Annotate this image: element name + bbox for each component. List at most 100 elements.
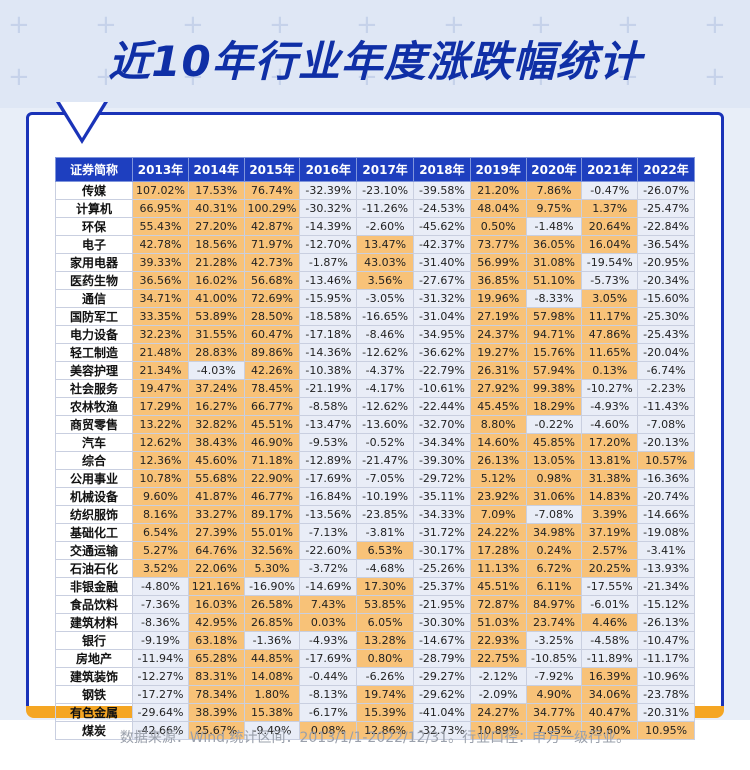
return-cell: -3.05% xyxy=(356,289,415,308)
return-cell: -6.01% xyxy=(581,595,639,614)
return-cell: -4.93% xyxy=(299,631,358,650)
return-cell: -10.47% xyxy=(637,631,695,650)
return-cell: 32.23% xyxy=(132,325,189,344)
return-cell: 12.62% xyxy=(132,433,189,452)
return-cell: -22.79% xyxy=(413,361,471,380)
industry-name-cell: 房地产 xyxy=(54,649,134,668)
return-cell: -20.74% xyxy=(637,487,695,506)
return-cell: 19.96% xyxy=(469,289,527,308)
industry-name-cell: 计算机 xyxy=(54,199,134,218)
return-cell: -25.43% xyxy=(637,325,695,344)
return-cell: -7.05% xyxy=(356,469,415,488)
return-cell: 11.17% xyxy=(581,307,639,326)
return-cell: 40.47% xyxy=(581,703,639,722)
return-cell: -7.92% xyxy=(525,667,583,686)
return-cell: -0.52% xyxy=(356,433,415,452)
plus-icon: + xyxy=(617,62,639,92)
table-row: 交通运输 5.27% 64.76% 32.56% -22.60% 6.53% -30.17%… xyxy=(54,541,695,560)
return-cell: -17.18% xyxy=(299,325,358,344)
return-cell: -6.26% xyxy=(356,667,415,686)
return-cell: 39.33% xyxy=(132,253,189,272)
return-cell: 1.80% xyxy=(243,685,301,704)
return-cell: -7.13% xyxy=(299,523,358,542)
return-cell: 24.37% xyxy=(469,325,527,344)
return-cell: 24.22% xyxy=(469,523,527,542)
table-row: 非银金融 -4.80% 121.16% -16.90% -14.69% 17.30% -25… xyxy=(54,577,695,596)
header-year: 2017年 xyxy=(356,157,415,182)
return-cell: 26.13% xyxy=(469,451,527,470)
return-cell: -34.34% xyxy=(413,433,471,452)
table-row: 医药生物 36.56% 16.02% 56.68% -13.46% 3.56% -27.67… xyxy=(54,271,695,290)
return-cell: 16.03% xyxy=(187,595,245,614)
return-cell: -4.80% xyxy=(132,577,189,596)
return-cell: -17.27% xyxy=(132,685,189,704)
industry-name-cell: 建筑装饰 xyxy=(54,667,134,686)
return-cell: 19.47% xyxy=(132,379,189,398)
return-cell: 23.74% xyxy=(525,613,583,632)
table-row: 商贸零售 13.22% 32.82% 45.51% -13.47% -13.60% -32.… xyxy=(54,415,695,434)
header-security-name: 证券简称 xyxy=(54,157,134,182)
table-row: 食品饮料 -7.36% 16.03% 26.58% 7.43% 53.85% -21.95%… xyxy=(54,595,695,614)
plus-icon: + xyxy=(182,10,204,40)
return-cell: -11.43% xyxy=(637,397,695,416)
return-cell: -6.74% xyxy=(637,361,695,380)
return-cell: -4.93% xyxy=(581,397,639,416)
return-cell: 43.03% xyxy=(356,253,415,272)
return-cell: -25.30% xyxy=(637,307,695,326)
table-row: 社会服务 19.47% 37.24% 78.45% -21.19% -4.17% -10.6… xyxy=(54,379,695,398)
return-cell: -16.84% xyxy=(299,487,358,506)
return-cell: 100.29% xyxy=(243,199,301,218)
return-cell: 37.19% xyxy=(581,523,639,542)
return-cell: -14.39% xyxy=(299,217,358,236)
return-cell: 89.17% xyxy=(243,505,301,524)
return-cell: 121.16% xyxy=(187,577,245,596)
return-cell: 65.28% xyxy=(187,649,245,668)
return-cell: 41.87% xyxy=(187,487,245,506)
table-row: 有色金属 -29.64% 38.39% 15.38% -6.17% 15.39% -41.0… xyxy=(54,703,695,722)
return-cell: 24.27% xyxy=(469,703,527,722)
return-cell: -10.19% xyxy=(356,487,415,506)
table-row: 电力设备 32.23% 31.55% 60.47% -17.18% -8.46% -34.9… xyxy=(54,325,695,344)
return-cell: -9.53% xyxy=(299,433,358,452)
return-cell: -11.17% xyxy=(637,649,695,668)
return-cell: 45.85% xyxy=(525,433,583,452)
header-year: 2019年 xyxy=(469,157,527,182)
return-cell: -16.36% xyxy=(637,469,695,488)
return-cell: 32.56% xyxy=(243,541,301,560)
table-row: 国防军工 33.35% 53.89% 28.50% -18.58% -16.65% -31.… xyxy=(54,307,695,326)
table-row: 计算机 66.95% 40.31% 100.29% -30.32% -11.26% -24.… xyxy=(54,199,695,218)
table-row: 环保 55.43% 27.20% 42.87% -14.39% -2.60% -45.62%… xyxy=(54,217,695,236)
return-cell: 55.43% xyxy=(132,217,189,236)
return-cell: 13.05% xyxy=(525,451,583,470)
industry-name-cell: 建筑材料 xyxy=(54,613,134,632)
return-cell: -26.13% xyxy=(637,613,695,632)
header-year: 2020年 xyxy=(525,157,583,182)
return-cell: 17.53% xyxy=(187,181,245,200)
return-cell: 18.56% xyxy=(187,235,245,254)
return-cell: -9.19% xyxy=(132,631,189,650)
return-cell: -35.11% xyxy=(413,487,471,506)
return-cell: 0.13% xyxy=(581,361,639,380)
industry-name-cell: 家用电器 xyxy=(54,253,134,272)
return-cell: 53.85% xyxy=(356,595,415,614)
industry-name-cell: 非银金融 xyxy=(54,577,134,596)
return-cell: 28.83% xyxy=(187,343,245,362)
return-cell: -8.58% xyxy=(299,397,358,416)
return-cell: -39.58% xyxy=(413,181,471,200)
return-cell: 31.06% xyxy=(525,487,583,506)
return-cell: -13.56% xyxy=(299,505,358,524)
return-cell: 6.53% xyxy=(356,541,415,560)
table-row: 煤炭 -42.66% 25.67% -9.49% 0.08% 12.86% -32.73% 1… xyxy=(54,721,695,740)
return-cell: 21.20% xyxy=(469,181,527,200)
return-cell: 44.85% xyxy=(243,649,301,668)
return-cell: -14.36% xyxy=(299,343,358,362)
return-cell: 11.13% xyxy=(469,559,527,578)
return-cell: 45.60% xyxy=(187,451,245,470)
table-row: 机械设备 9.60% 41.87% 46.77% -16.84% -10.19% -35.1… xyxy=(54,487,695,506)
return-cell: -6.17% xyxy=(299,703,358,722)
return-cell: -20.34% xyxy=(637,271,695,290)
return-cell: 16.02% xyxy=(187,271,245,290)
return-cell: 13.47% xyxy=(356,235,415,254)
plus-icon: + xyxy=(704,62,726,92)
return-cell: -10.96% xyxy=(637,667,695,686)
